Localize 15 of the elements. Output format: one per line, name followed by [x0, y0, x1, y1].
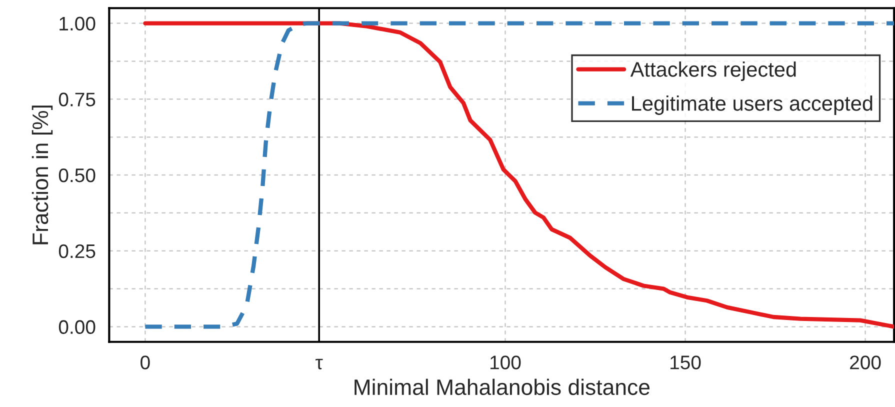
y-tick-label: 0.75 — [58, 92, 96, 106]
y-tick-label: 0.00 — [58, 320, 96, 334]
y-tick-label: 0.50 — [58, 168, 96, 182]
legend-label: Legitimate users accepted — [632, 96, 872, 115]
x-tick-label: 200 — [850, 356, 881, 370]
legend-label: Attackers rejected — [630, 62, 796, 81]
y-axis-title: Fraction in [%] — [32, 106, 53, 244]
x-tick-label: τ — [316, 358, 323, 370]
y-tick-label: 1.00 — [60, 16, 96, 31]
x-tick-label: 0 — [140, 356, 150, 370]
x-tick-label: 100 — [490, 356, 521, 370]
line-series — [143, 21, 894, 329]
x-tick-label: 150 — [670, 356, 701, 370]
x-axis-title: Minimal Mahalanobis distance — [354, 378, 650, 396]
y-tick-label: 0.25 — [58, 244, 96, 258]
